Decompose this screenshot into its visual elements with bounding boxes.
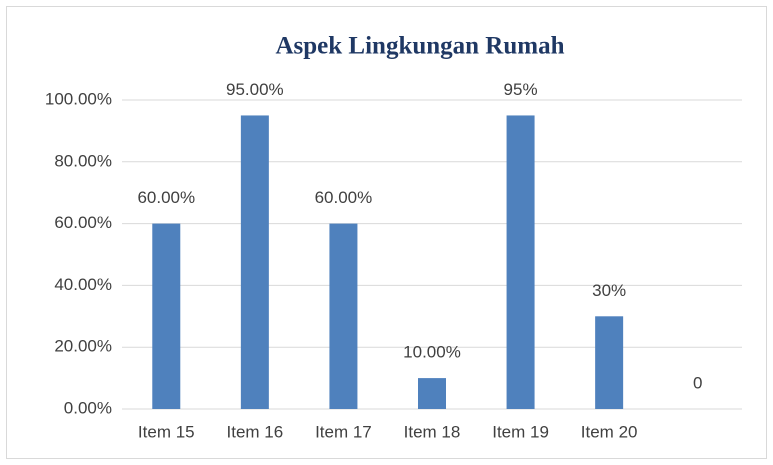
- bar: [595, 316, 624, 409]
- bar: [152, 223, 181, 409]
- x-tick-label: Item 20: [581, 422, 638, 441]
- data-label: 60.00%: [137, 188, 195, 207]
- data-label: 0: [693, 373, 702, 392]
- data-label: 10.00%: [403, 343, 461, 362]
- y-tick-label: 80.00%: [54, 151, 112, 170]
- y-tick-label: 0.00%: [64, 398, 112, 417]
- bar: [506, 115, 535, 409]
- data-label: 95.00%: [226, 80, 284, 99]
- bar: [240, 115, 269, 409]
- x-tick-label: Item 18: [404, 422, 461, 441]
- data-label: 30%: [592, 281, 626, 300]
- y-tick-label: 20.00%: [54, 337, 112, 356]
- y-tick-label: 40.00%: [54, 275, 112, 294]
- data-label: 95%: [504, 80, 538, 99]
- x-tick-label: Item 15: [138, 422, 195, 441]
- data-label: 60.00%: [315, 188, 373, 207]
- x-tick-label: Item 17: [315, 422, 372, 441]
- x-tick-label: Item 19: [492, 422, 549, 441]
- y-tick-label: 100.00%: [45, 89, 112, 108]
- bar: [329, 223, 358, 409]
- bar: [418, 378, 446, 409]
- chart-frame: [6, 6, 767, 459]
- chart-title: Aspek Lingkungan Rumah: [275, 33, 564, 60]
- x-tick-label: Item 16: [227, 422, 284, 441]
- y-tick-label: 60.00%: [54, 213, 112, 232]
